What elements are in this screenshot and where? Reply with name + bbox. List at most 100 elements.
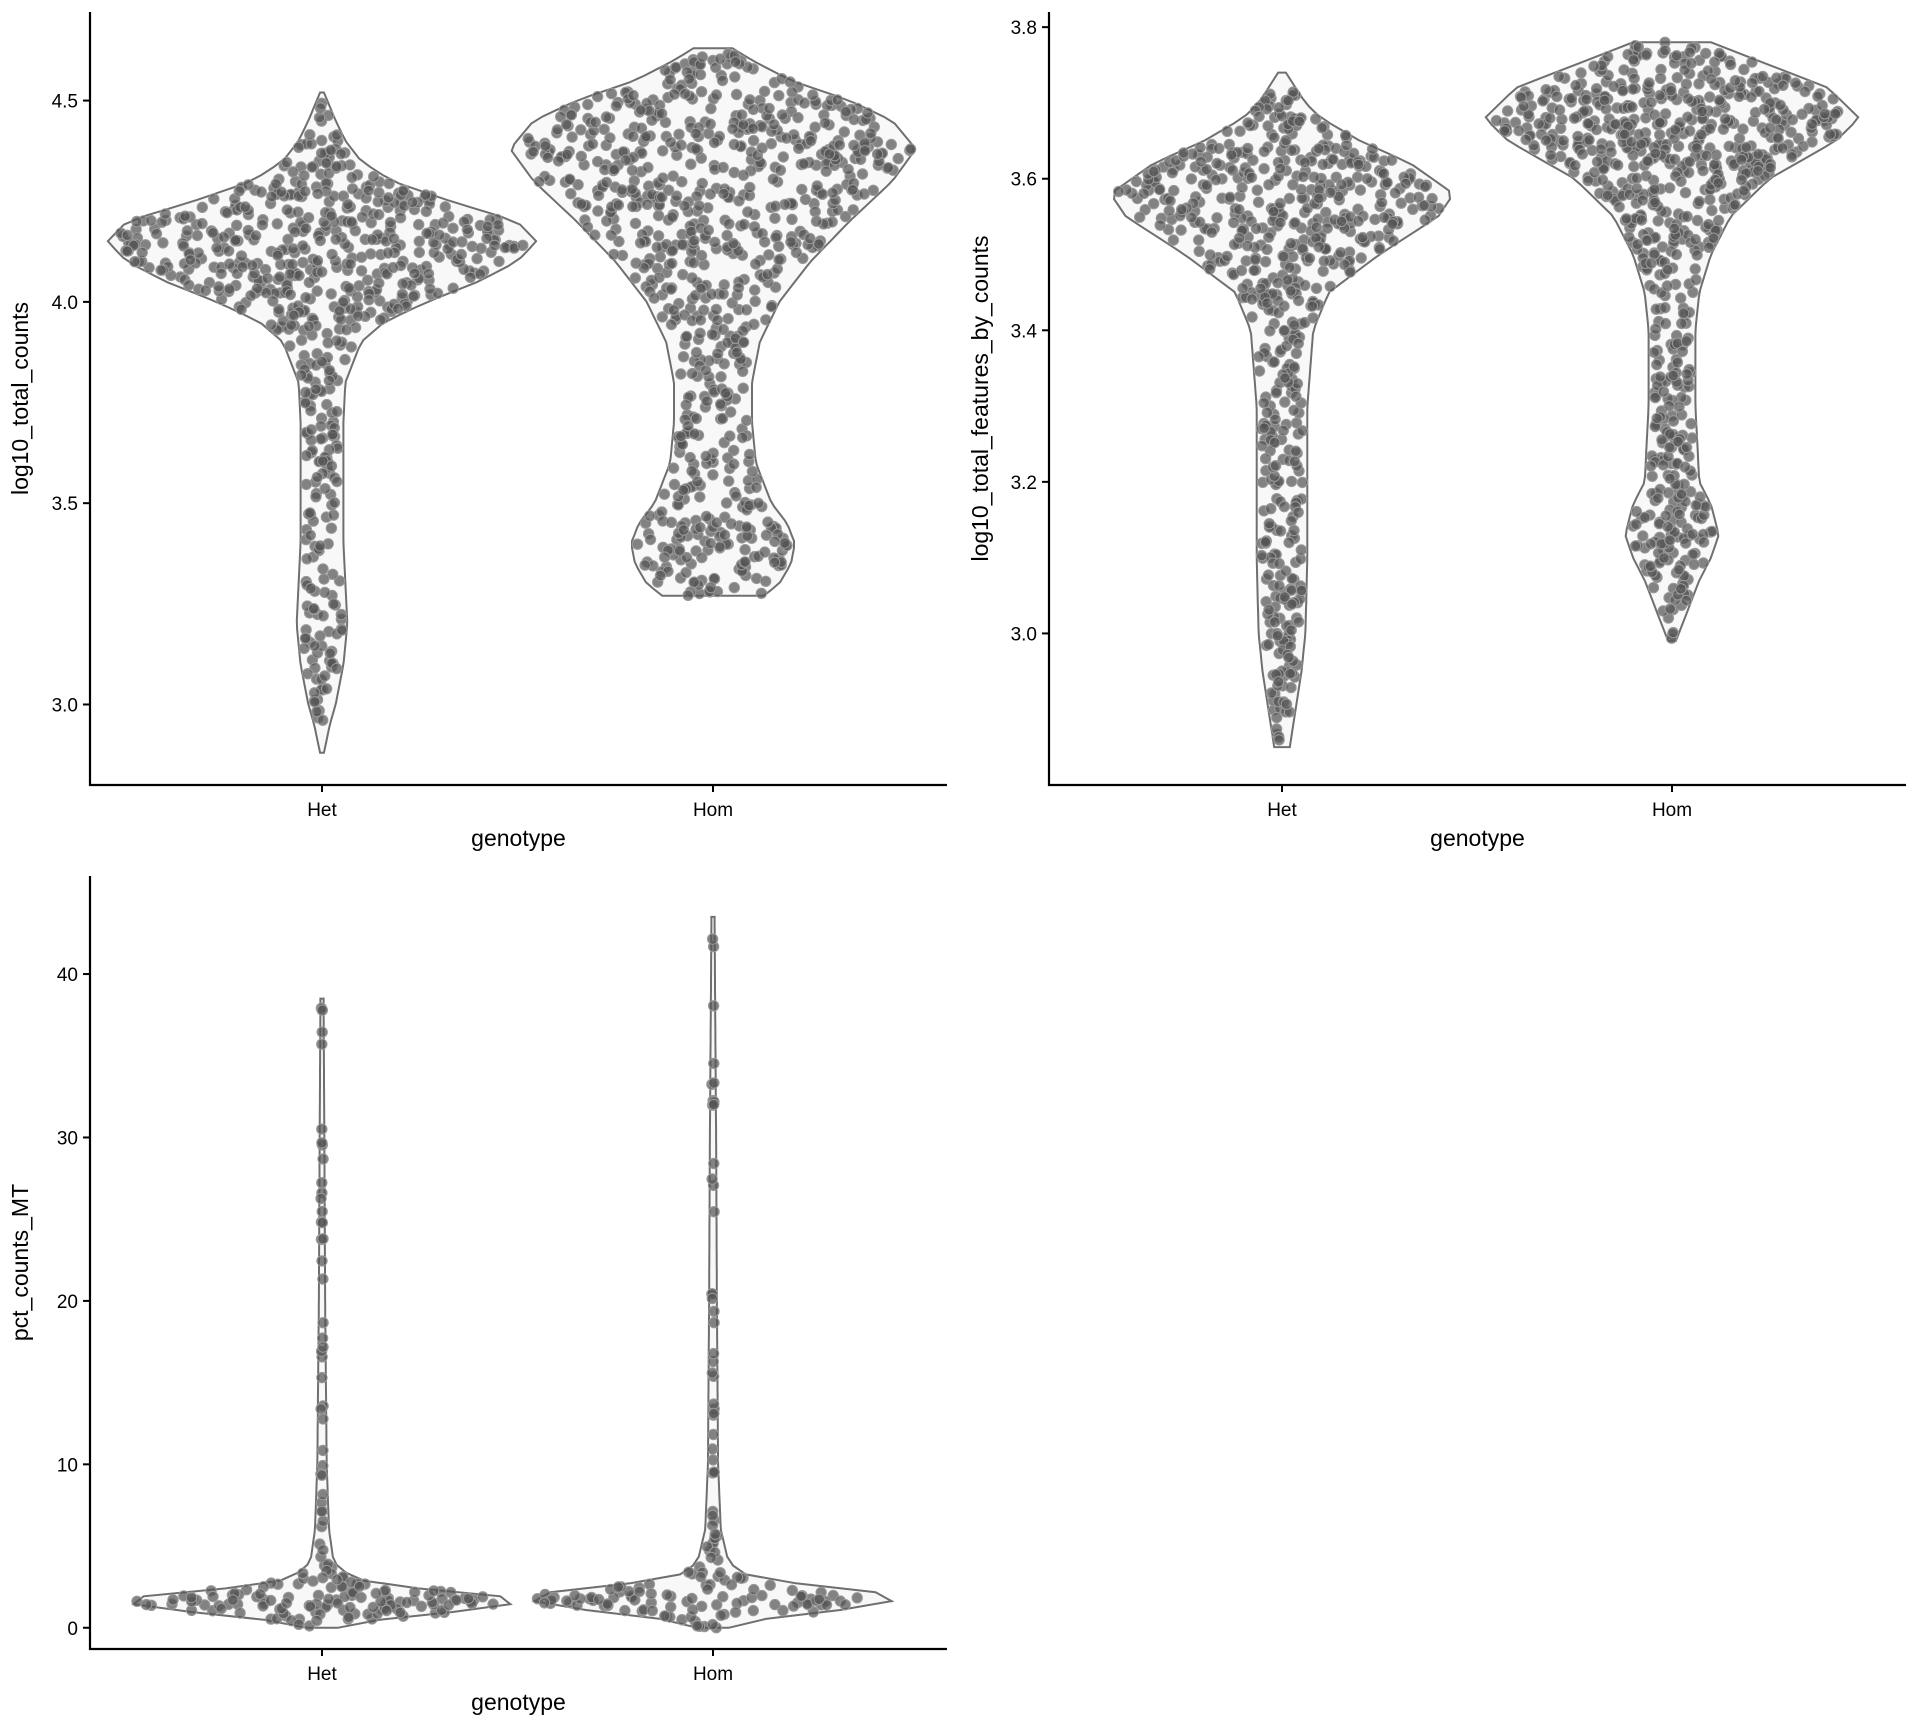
swarm-point <box>1654 371 1666 383</box>
swarm-point <box>316 1469 328 1481</box>
swarm-point <box>1657 385 1670 398</box>
swarm-point <box>1253 110 1265 123</box>
swarm-point <box>305 582 317 595</box>
swarm-point <box>646 114 658 126</box>
swarm-point <box>368 170 380 183</box>
swarm-point <box>1681 210 1693 223</box>
swarm-point <box>718 529 731 541</box>
swarm-point <box>644 510 656 522</box>
swarm-point <box>1540 84 1552 96</box>
swarm-point <box>1683 156 1696 168</box>
swarm-point <box>705 102 717 115</box>
swarm-point <box>795 1590 807 1603</box>
swarm-point <box>1665 84 1677 97</box>
swarm-point <box>705 581 717 594</box>
swarm-point <box>581 221 594 233</box>
swarm-point <box>680 399 692 411</box>
swarm-point <box>363 294 375 306</box>
swarm-point <box>716 74 729 87</box>
swarm-point <box>1295 584 1308 597</box>
swarm-point <box>811 180 823 192</box>
swarm-point <box>474 268 486 280</box>
swarm-point <box>1545 149 1557 161</box>
swarm-point <box>582 98 594 111</box>
swarm-point <box>779 198 791 211</box>
swarm-point <box>694 68 707 81</box>
swarm-point <box>297 1567 309 1580</box>
swarm-point <box>298 642 310 655</box>
swarm-point <box>706 328 719 340</box>
swarm-point <box>598 123 610 136</box>
swarm-point <box>1627 54 1640 66</box>
swarm-point <box>1677 307 1690 319</box>
swarm-point <box>743 499 755 512</box>
swarm-point <box>564 173 576 186</box>
swarm-point <box>1786 151 1798 163</box>
swarm-point <box>1620 213 1633 225</box>
swarm-point <box>236 261 249 273</box>
swarm-point <box>1789 77 1802 89</box>
swarm-point <box>1673 508 1686 520</box>
swarm-point <box>1685 418 1697 430</box>
swarm-point <box>827 187 839 199</box>
swarm-point <box>281 204 293 216</box>
swarm-point <box>1270 387 1283 399</box>
y-tick-label: 3.8 <box>1011 18 1037 39</box>
swarm-point <box>1282 95 1294 107</box>
swarm-point <box>1518 100 1530 113</box>
swarm-point <box>708 1098 720 1111</box>
swarm-point <box>317 1488 329 1501</box>
swarm-point <box>1263 604 1275 616</box>
swarm-point <box>1262 120 1274 132</box>
swarm-point <box>1687 548 1699 560</box>
swarm-point <box>706 933 719 945</box>
swarm-point <box>257 1600 269 1612</box>
swarm-point <box>424 283 436 295</box>
swarm-point <box>1569 159 1581 172</box>
swarm-point <box>1317 158 1329 171</box>
swarm-point <box>1824 128 1836 141</box>
swarm-point <box>254 1588 266 1600</box>
swarm-point <box>317 1273 329 1285</box>
swarm-point <box>340 324 353 336</box>
swarm-point <box>464 271 477 283</box>
swarm-point <box>686 367 698 380</box>
swarm-point <box>1738 185 1750 197</box>
swarm-point <box>482 220 494 233</box>
swarm-point <box>711 1599 723 1611</box>
swarm-point <box>1412 191 1425 204</box>
swarm-point <box>572 179 584 191</box>
swarm-point <box>561 1595 573 1607</box>
swarm-point <box>673 128 685 141</box>
swarm-point <box>1598 94 1611 107</box>
swarm-point <box>629 272 641 284</box>
swarm-point <box>670 190 683 202</box>
swarm-point <box>731 346 743 359</box>
swarm-point <box>708 1157 720 1170</box>
swarm-point <box>1676 317 1688 330</box>
swarm-point <box>1617 85 1629 97</box>
swarm-point <box>717 1591 729 1603</box>
swarm-point <box>1246 311 1258 323</box>
violin-hom <box>1484 36 1860 644</box>
swarm-point <box>422 268 435 280</box>
swarm-point <box>306 161 318 173</box>
swarm-point <box>261 272 274 284</box>
swarm-point <box>820 165 832 177</box>
swarm-point <box>728 444 740 457</box>
swarm-point <box>352 310 364 322</box>
swarm-point <box>725 1579 738 1591</box>
swarm-point <box>659 551 671 563</box>
swarm-point <box>690 143 702 155</box>
swarm-point <box>1253 365 1266 377</box>
swarm-point <box>1262 569 1275 581</box>
swarm-point <box>256 219 269 231</box>
swarm-point <box>284 340 296 352</box>
swarm-point <box>1609 118 1622 131</box>
swarm-point <box>1627 83 1639 95</box>
swarm-point <box>1286 598 1298 610</box>
swarm-point <box>551 124 564 136</box>
swarm-point <box>1271 630 1284 642</box>
swarm-point <box>737 169 750 181</box>
swarm-point <box>736 109 748 121</box>
